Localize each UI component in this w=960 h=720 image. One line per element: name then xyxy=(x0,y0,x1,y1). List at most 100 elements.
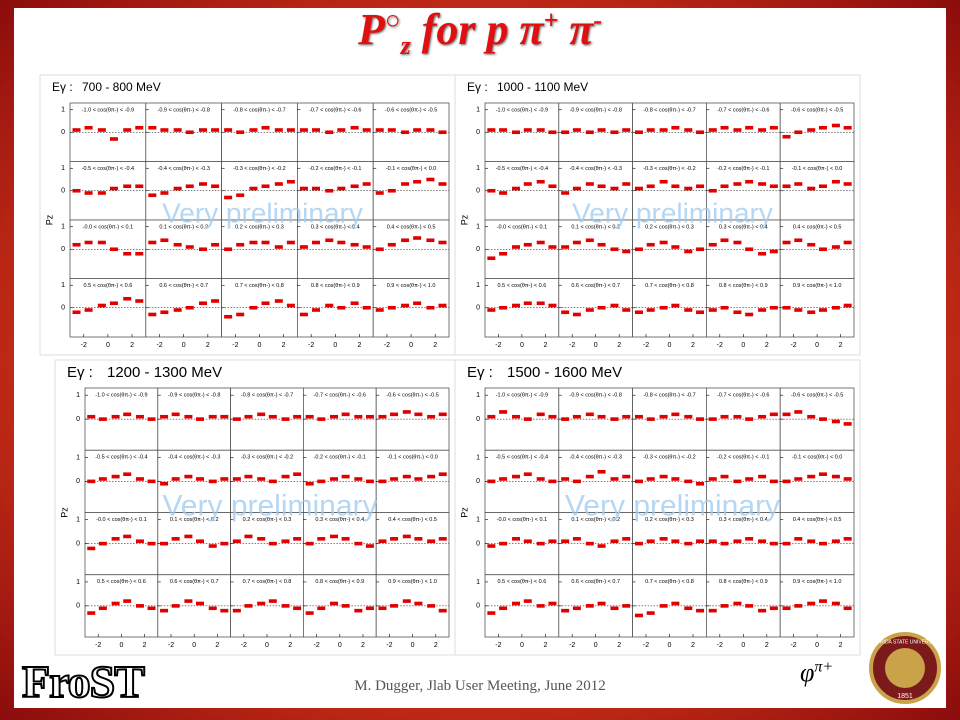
data-point xyxy=(671,412,680,417)
data-point xyxy=(135,251,144,256)
data-point xyxy=(236,242,245,247)
bin-label: -0.4 < cos(θπ-) < -0.3 xyxy=(168,455,220,461)
data-point xyxy=(696,130,705,135)
data-point xyxy=(281,604,290,608)
y-tick-label: 0 xyxy=(476,129,480,136)
data-point xyxy=(362,245,371,249)
data-point xyxy=(147,479,156,484)
data-point xyxy=(622,604,631,608)
data-point xyxy=(610,247,619,252)
data-point xyxy=(536,179,545,184)
data-point xyxy=(123,251,132,256)
data-point xyxy=(634,186,643,191)
data-point xyxy=(597,544,606,548)
data-point xyxy=(293,472,302,476)
data-point xyxy=(831,539,840,544)
data-point xyxy=(249,186,258,191)
bin-label: 0.7 < cos(θπ-) < 0.8 xyxy=(243,579,292,585)
data-point xyxy=(646,539,655,544)
data-point xyxy=(671,125,680,130)
data-point xyxy=(720,305,729,310)
data-point xyxy=(402,410,411,414)
x-tick-label: 0 xyxy=(338,642,342,649)
data-point xyxy=(659,474,668,479)
data-point xyxy=(286,303,295,308)
data-point xyxy=(782,479,791,484)
data-point xyxy=(305,414,314,419)
y-tick-label: 0 xyxy=(76,603,80,610)
data-point xyxy=(109,137,118,141)
bin-label: -0.5 < cos(θπ-) < -0.4 xyxy=(95,455,147,461)
data-point xyxy=(782,240,791,245)
data-point xyxy=(684,308,693,312)
y-tick-label: 1 xyxy=(76,454,80,461)
data-point xyxy=(758,182,767,186)
data-point xyxy=(807,186,816,191)
data-point xyxy=(317,479,326,484)
data-point xyxy=(807,539,816,544)
data-point xyxy=(211,242,220,247)
bin-label: 0.3 < cos(θπ-) < 0.4 xyxy=(311,224,360,230)
data-point xyxy=(375,308,384,312)
data-point xyxy=(84,240,93,245)
data-point xyxy=(708,308,717,312)
bin-label: -0.9 < cos(θπ-) < -0.8 xyxy=(569,107,621,113)
bin-label: 0.2 < cos(θπ-) < 0.3 xyxy=(645,517,694,523)
data-point xyxy=(769,305,778,310)
data-point xyxy=(87,414,96,419)
data-point xyxy=(512,414,521,419)
data-point xyxy=(708,128,717,132)
data-point xyxy=(401,303,410,308)
data-point xyxy=(261,240,270,245)
x-tick-label: 0 xyxy=(594,342,598,349)
x-tick-label: 0 xyxy=(520,642,524,649)
data-point xyxy=(171,604,180,608)
bin-label: 0.4 < cos(θπ-) < 0.5 xyxy=(387,224,436,230)
data-point xyxy=(195,477,204,481)
data-point xyxy=(512,130,521,135)
bin-label: -0.4 < cos(θπ-) < -0.3 xyxy=(157,166,209,172)
data-point xyxy=(548,130,557,135)
data-point xyxy=(634,414,643,419)
bin-label: 0.1 < cos(θπ-) < 0.2 xyxy=(571,224,620,230)
data-point xyxy=(208,606,217,611)
data-point xyxy=(684,249,693,254)
x-tick-label: 2 xyxy=(765,342,769,349)
data-point xyxy=(111,474,120,479)
bin-label: -0.8 < cos(θπ-) < -0.7 xyxy=(241,392,293,398)
data-point xyxy=(622,537,631,541)
data-point xyxy=(831,474,840,479)
bin-label: 0.6 < cos(θπ-) < 0.7 xyxy=(571,579,620,585)
data-point xyxy=(634,541,643,546)
data-point xyxy=(733,601,742,606)
data-point xyxy=(244,474,253,479)
data-point xyxy=(794,182,803,186)
data-point xyxy=(782,134,791,139)
data-point xyxy=(561,417,570,421)
y-tick-label: 1 xyxy=(476,517,480,524)
data-point xyxy=(232,539,241,544)
data-point xyxy=(597,601,606,606)
data-point xyxy=(171,477,180,481)
data-point xyxy=(818,308,827,312)
title-p: P xyxy=(357,5,385,54)
data-point xyxy=(807,242,816,247)
data-point xyxy=(720,184,729,189)
bin-label: 0.8 < cos(θπ-) < 0.9 xyxy=(315,579,364,585)
data-point xyxy=(646,308,655,312)
data-point xyxy=(561,477,570,481)
data-point xyxy=(387,188,396,193)
watermark: Very preliminary xyxy=(572,197,773,228)
data-point xyxy=(585,474,594,479)
data-point xyxy=(135,539,144,544)
data-point xyxy=(195,601,204,606)
data-point xyxy=(427,414,436,419)
energy-prefix: Eγ : xyxy=(467,364,493,381)
bin-label: -0.4 < cos(θπ-) < -0.3 xyxy=(569,455,621,461)
x-tick-label: 0 xyxy=(741,642,745,649)
bin-label: -0.3 < cos(θπ-) < -0.2 xyxy=(241,455,293,461)
data-point xyxy=(646,477,655,481)
data-point xyxy=(123,599,132,603)
data-point xyxy=(311,128,320,132)
data-point xyxy=(135,184,144,189)
